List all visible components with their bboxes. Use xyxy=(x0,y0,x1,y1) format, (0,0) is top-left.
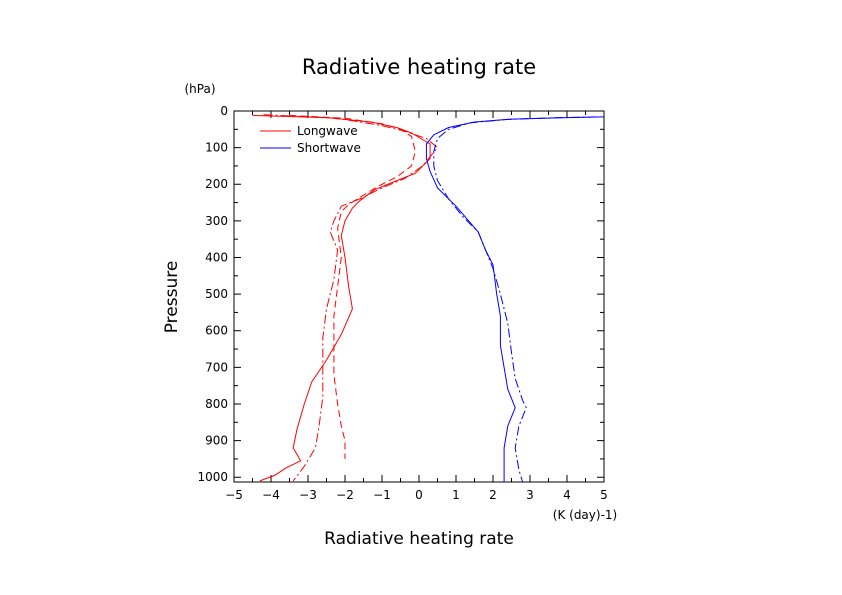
y-axis-label: Pressure xyxy=(162,261,182,334)
y-tick-label: 100 xyxy=(205,141,228,155)
x-unit-label: (K (day)-1) xyxy=(553,508,617,522)
x-tick-label: 4 xyxy=(563,488,571,502)
y-tick-label: 700 xyxy=(205,360,228,374)
y-tick-label: 200 xyxy=(205,177,228,191)
series-layer xyxy=(252,114,605,483)
chart-title: Radiative heating rate xyxy=(302,55,536,79)
y-tick-label: 800 xyxy=(205,397,228,411)
x-axis-ticks: −5 −4 −3 −2 −1 0 1 2 3 4 5 xyxy=(225,111,608,502)
series-line-longwave-dashdot xyxy=(263,114,438,482)
y-tick-label: 400 xyxy=(205,250,228,264)
legend-label-shortwave: Shortwave xyxy=(297,141,361,155)
y-tick-label: 300 xyxy=(205,214,228,228)
x-tick-label: −2 xyxy=(336,488,354,502)
series-line-longwave-solid xyxy=(252,114,431,482)
x-tick-label: 2 xyxy=(489,488,497,502)
x-tick-label: 0 xyxy=(415,488,423,502)
series-line-shortwave-dashdot xyxy=(433,116,597,483)
legend-label-longwave: Longwave xyxy=(297,124,358,138)
y-tick-label: 600 xyxy=(205,324,228,338)
y-tick-label: 500 xyxy=(205,287,228,301)
legend: Longwave Shortwave xyxy=(260,124,361,155)
y-tick-label: 0 xyxy=(220,104,228,118)
x-tick-label: −1 xyxy=(373,488,391,502)
y-unit-label: (hPa) xyxy=(184,82,215,96)
x-tick-label: 3 xyxy=(526,488,534,502)
plot-frame xyxy=(233,110,605,483)
y-tick-label: 900 xyxy=(205,434,228,448)
x-tick-label: 5 xyxy=(600,488,608,502)
y-axis-ticks: 0 100 200 300 400 500 600 700 800 900 1000 xyxy=(197,104,604,484)
x-tick-label: −5 xyxy=(225,488,243,502)
x-tick-label: −3 xyxy=(299,488,317,502)
y-tick-label: 1000 xyxy=(197,470,228,484)
series-line-shortwave-solid xyxy=(425,116,605,482)
x-axis-label: Radiative heating rate xyxy=(324,529,514,549)
series-line-longwave-dashed xyxy=(289,114,416,459)
x-tick-label: 1 xyxy=(452,488,460,502)
x-tick-label: −4 xyxy=(262,488,280,502)
